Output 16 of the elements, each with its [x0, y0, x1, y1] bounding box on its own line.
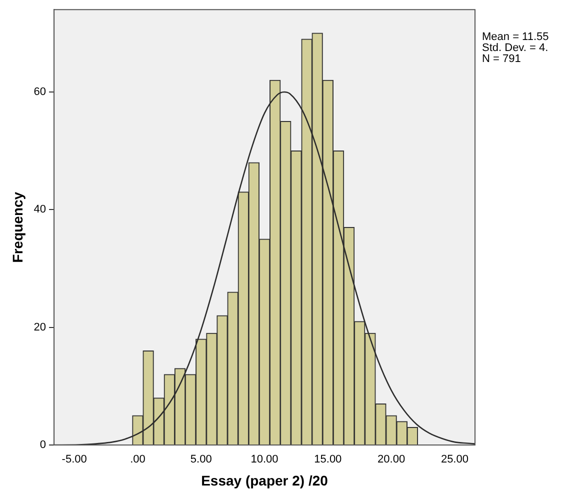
x-tick-label: 25.00 — [440, 454, 468, 466]
x-tick-label: 15.00 — [314, 454, 342, 466]
x-tick-label: 20.00 — [378, 454, 406, 466]
text: Std. Dev. = 4. — [482, 42, 548, 54]
text: N = 791 — [482, 53, 521, 66]
x-tick-label: .00 — [130, 454, 146, 466]
text: Mean = 11.55 — [482, 31, 549, 44]
y-tick-label: 20 — [34, 321, 46, 334]
x-axis-title: Essay (paper 2) /20 — [201, 472, 328, 488]
x-tick-label: 5.00 — [190, 454, 212, 466]
x-tick-label: -5.00 — [62, 454, 87, 466]
y-tick-label: 0 — [40, 439, 46, 452]
x-tick-label: 10.00 — [250, 454, 278, 466]
y-tick-label: 40 — [34, 204, 46, 216]
y-axis-title: Frequency — [9, 192, 26, 263]
y-tick-label: 60 — [34, 86, 46, 98]
